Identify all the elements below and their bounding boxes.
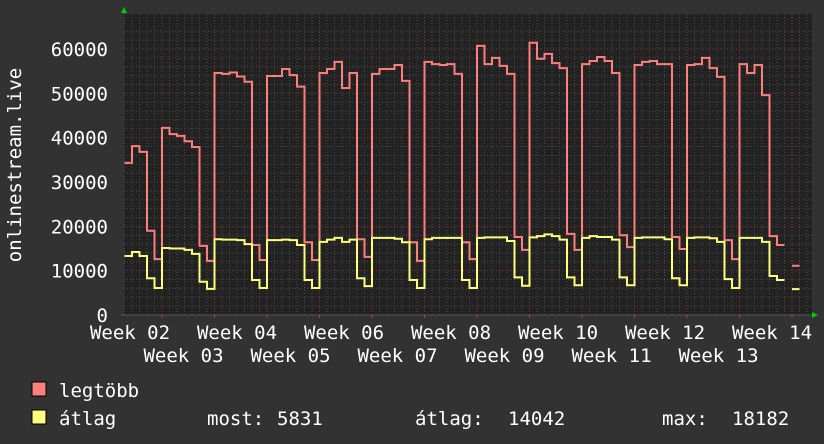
series-lines [124,41,800,291]
y-tick-label: 40000 [51,128,108,150]
y-tick-label: 60000 [51,39,108,61]
x-tick-label: Week 13 [678,345,758,367]
y-tick-label: 20000 [51,216,108,238]
legend-item-legtobb: legtöbb [31,380,139,402]
y-axis-ticks: 0 10000 20000 30000 40000 50000 60000 [51,39,108,327]
x-tick-label: Week 07 [357,345,437,367]
y-tick-label: 10000 [51,261,108,283]
x-tick-label: Week 06 [304,322,384,344]
stat-average-label: átlag: [415,408,484,430]
series-line-legtobb [124,41,800,267]
x-tick-label: Week 02 [90,322,170,344]
legend-label: legtöbb [59,380,139,402]
x-tick-label: Week 09 [464,345,544,367]
y-tick-label: 0 [97,305,108,327]
x-tick-label: Week 08 [411,322,491,344]
legend-item-atlag: átlag most: 5831 átlag: 14042 max: 18182 [31,408,789,430]
x-tick-label: Week 10 [518,322,598,344]
x-tick-label: Week 03 [143,345,223,367]
stat-current-value: 5831 [277,408,323,430]
stat-average-value: 14042 [508,408,565,430]
legend-swatch-legtobb [31,381,47,397]
stat-current-label: most: [207,408,264,430]
y-axis-label: onlinestream.live [4,68,26,262]
y-tick-label: 50000 [51,83,108,105]
legend-label: átlag [59,408,116,430]
stat-max-value: 18182 [732,408,789,430]
y-tick-label: 30000 [51,172,108,194]
y-axis-arrow-icon [121,7,127,13]
stat-max-label: max: [662,408,708,430]
x-tick-label: Week 11 [571,345,651,367]
x-tick-label: Week 04 [197,322,277,344]
series-line-atlag [124,233,800,291]
x-tick-label: Week 12 [625,322,705,344]
x-tick-label: Week 14 [732,322,812,344]
legend: legtöbb átlag most: 5831 átlag: 14042 ma… [31,380,789,430]
x-axis-arrow-icon [812,312,818,318]
x-tick-label: Week 05 [250,345,330,367]
legend-swatch-atlag [31,409,47,425]
